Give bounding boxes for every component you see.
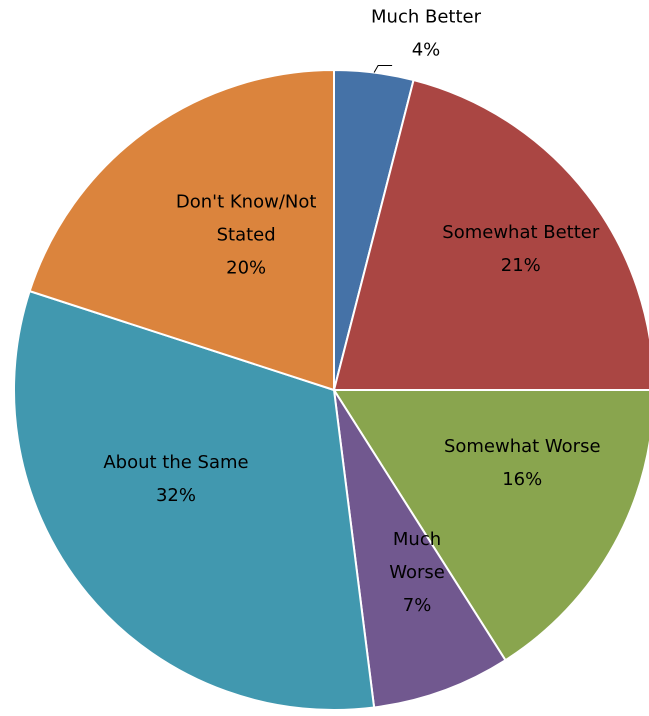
pie-slice-somewhat-worse (332, 389, 649, 662)
pie-slice-about-the-same (13, 289, 376, 711)
pie-label-about-the-same: About the Same 32% (103, 452, 248, 506)
pie-category-label: Stated (217, 225, 276, 246)
pie-slice-much-worse (333, 389, 507, 709)
pie-category-label: Don't Know/Not (176, 192, 317, 213)
pie-value-label: 4% (412, 40, 441, 61)
pie-category-label: Worse (389, 562, 445, 583)
pie-value-label: 7% (403, 595, 432, 616)
pie-value-label: 16% (502, 469, 542, 490)
pie-category-label: Much (393, 529, 441, 550)
pie-slices (13, 68, 649, 711)
pie-category-label: About the Same (103, 452, 248, 473)
pie-category-label: Somewhat Better (442, 222, 600, 243)
pie-labels: Much Better 4%Somewhat Better 21%Somewhat … (103, 7, 600, 616)
pie-label-somewhat-better: Somewhat Better 21% (442, 222, 600, 276)
pie-label-don-t-know-not-stated: Don't Know/Not Stated 20% (176, 192, 317, 279)
pie-label-much-worse: Much Worse 7% (389, 529, 445, 616)
pie-label-much-better: Much Better 4% (371, 7, 482, 61)
leader-line-much-better (373, 65, 393, 73)
pie-label-somewhat-worse: Somewhat Worse 16% (444, 436, 601, 490)
pie-category-label: Somewhat Worse (444, 436, 601, 457)
pie-value-label: 32% (156, 485, 196, 506)
pie-slice-don-t-know-not-stated (28, 68, 335, 392)
pie-category-label: Much Better (371, 7, 482, 28)
pie-value-label: 20% (226, 258, 266, 279)
pie-value-label: 21% (501, 255, 541, 276)
pie-slice-somewhat-better (332, 78, 649, 391)
